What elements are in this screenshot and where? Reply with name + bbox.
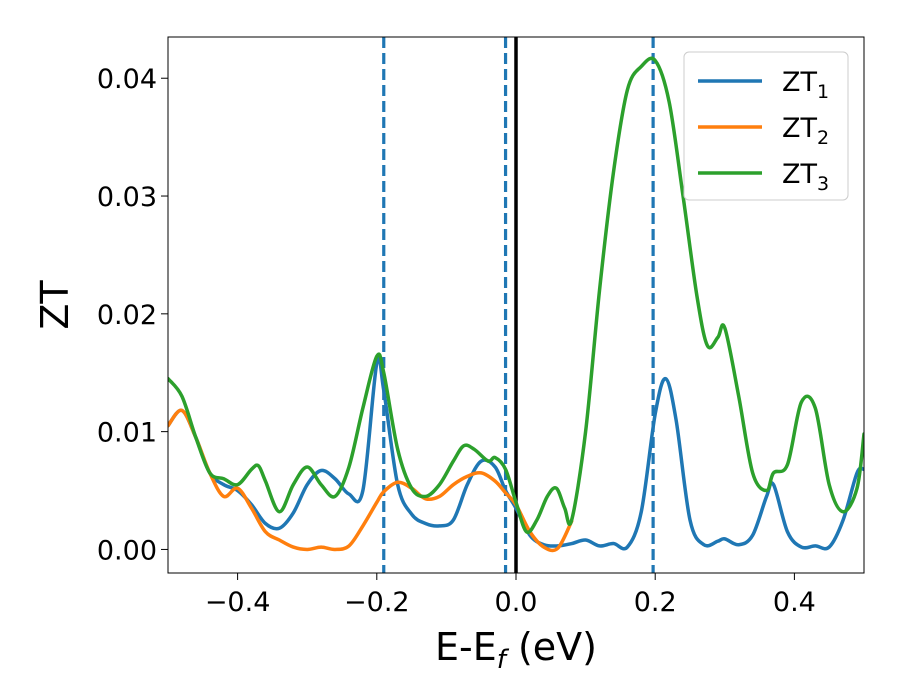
y-tick-label: 0.00: [97, 535, 157, 566]
reference-lines: [382, 37, 655, 573]
y-axis: 0.00 0.01 0.02 0.03 0.04: [97, 64, 168, 566]
legend-label-zt1: ZT1: [782, 67, 829, 103]
x-axis-label: E-Ef (eV): [435, 625, 597, 675]
series-lines: [168, 56, 864, 553]
x-tick-label: −0.4: [205, 587, 271, 618]
y-tick-label: 0.01: [97, 418, 157, 449]
y-tick-label: 0.03: [97, 182, 157, 213]
x-tick-label: 0.0: [495, 587, 538, 618]
legend-label-zt3: ZT3: [782, 159, 829, 195]
series-line-zt2: [168, 408, 574, 553]
x-tick-label: 0.2: [634, 587, 677, 618]
legend: ZT1 ZT2 ZT3: [683, 51, 849, 201]
legend-box: [683, 51, 849, 201]
x-axis: −0.4 −0.2 0.0 0.2 0.4: [205, 573, 816, 618]
x-tick-label: 0.4: [773, 587, 816, 618]
y-tick-label: 0.02: [97, 300, 157, 331]
x-tick-label: −0.2: [344, 587, 410, 618]
series-line-zt3: [168, 56, 864, 535]
y-axis-label: ZT: [33, 280, 77, 330]
y-tick-label: 0.04: [97, 64, 157, 95]
legend-label-zt2: ZT2: [782, 113, 829, 149]
